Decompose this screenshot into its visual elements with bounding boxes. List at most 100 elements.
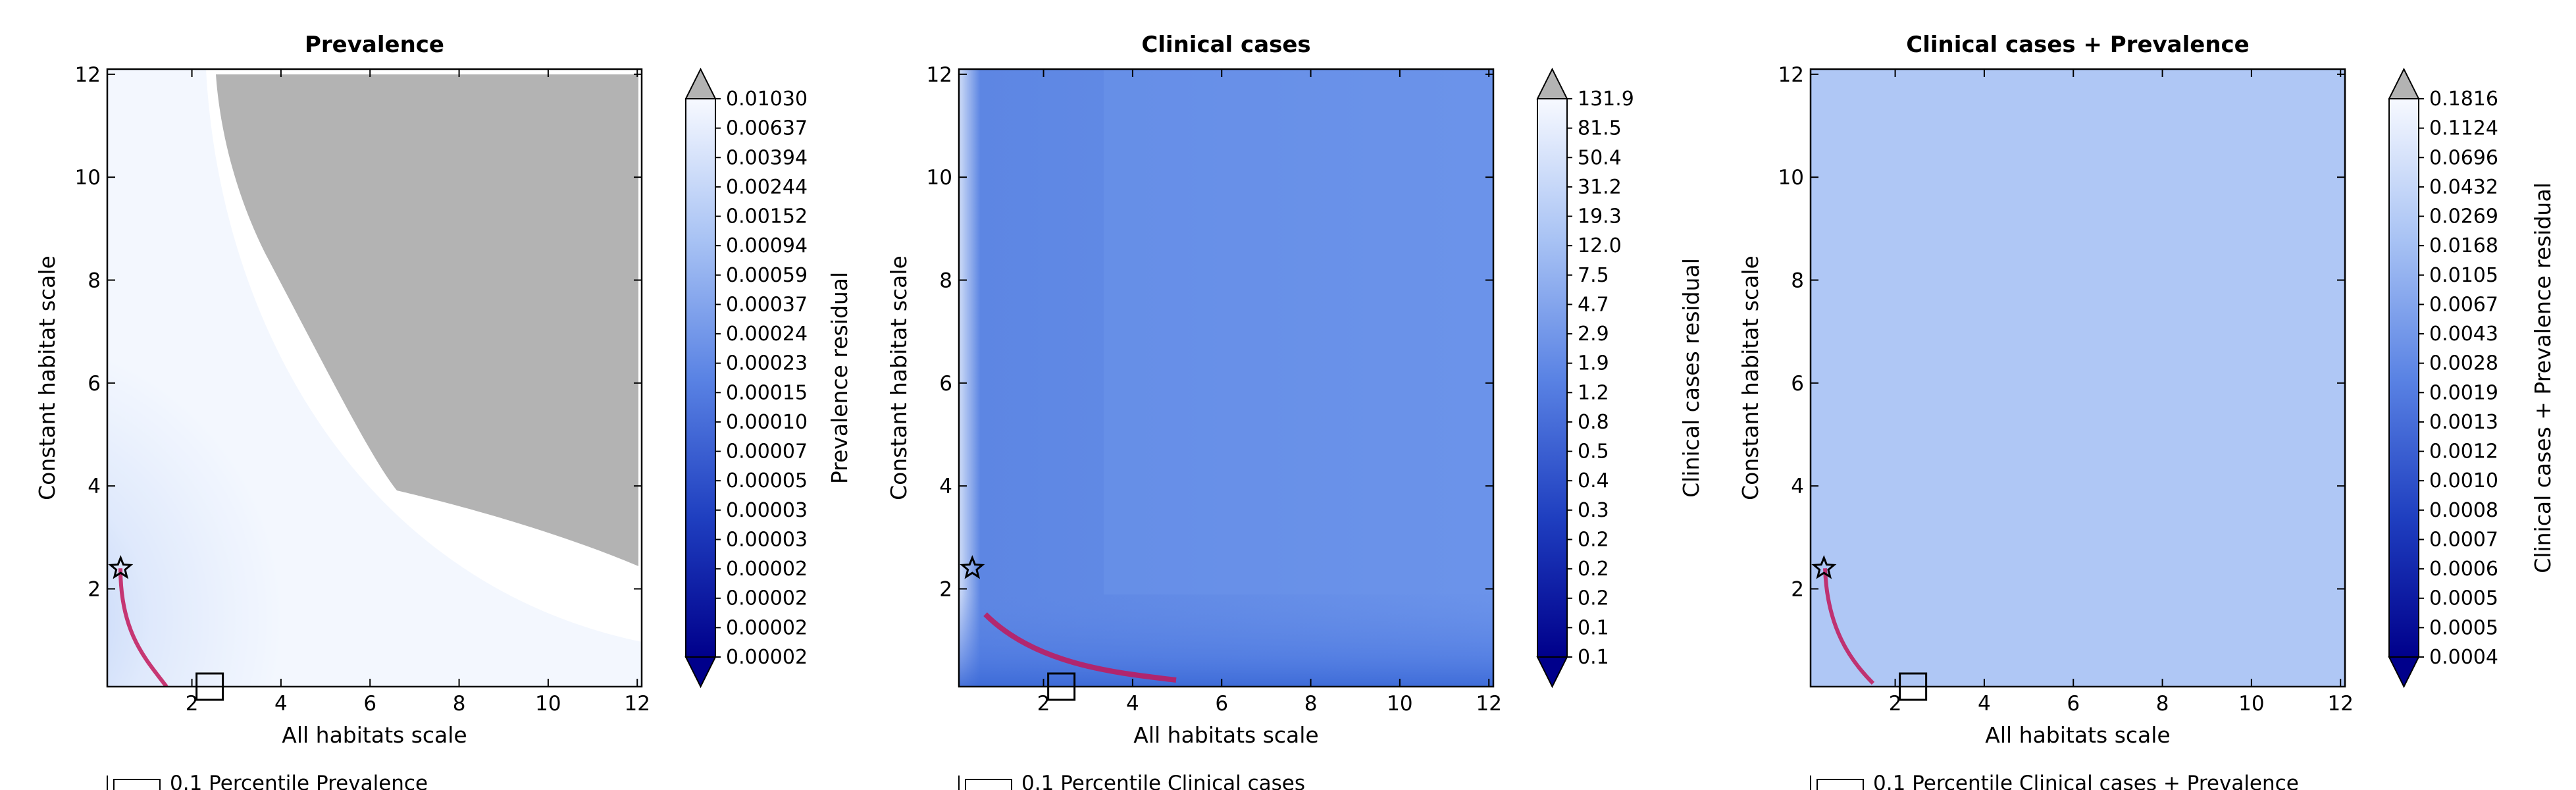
colorbar-extend-top [2388, 67, 2420, 99]
colorbar-tick-label: 1.9 [1578, 352, 1609, 375]
colorbar-tick-label: 0.0005 [2429, 616, 2498, 639]
y-axis-label: Constant habitat scale [886, 255, 912, 500]
colorbar-tick-label: 0.2 [1578, 528, 1609, 551]
chart-panel: 2 4 6 8 10 12 2 4 6 8 10 12 Prevalence All habitats s… [34, 32, 852, 790]
legend-swatch [1816, 779, 1864, 790]
colorbar-tick-label: 4.7 [1578, 293, 1609, 316]
colorbar-tick-label: 0.0067 [2429, 293, 2498, 316]
colorbar-tick-label: 0.00094 [726, 234, 808, 257]
colorbar-tick-label: 0.00002 [726, 616, 808, 639]
x-tick-label: 2 [1889, 692, 1902, 716]
colorbar-tick-label: 0.0432 [2429, 176, 2498, 199]
colorbar-label: Prevalence residual [827, 272, 852, 484]
colorbar-tick-label: 50.4 [1578, 146, 1622, 169]
colorbar [1537, 98, 1568, 658]
colorbar-tick-label: 0.1124 [2429, 117, 2498, 140]
y-tick-label: 4 [88, 475, 101, 498]
x-tick-label: 10 [2238, 692, 2264, 716]
y-axis-label: Constant habitat scale [1738, 255, 1763, 500]
legend-swatch [965, 779, 1012, 790]
chart-title: Clinical cases [1141, 32, 1310, 58]
x-tick-label: 8 [2156, 692, 2169, 716]
colorbar-tick-label: 0.00005 [726, 469, 808, 492]
heatmap-floor [959, 69, 1493, 687]
plot-area [1811, 69, 2345, 687]
y-tick-label: 6 [939, 372, 952, 396]
x-tick-label: 10 [1387, 692, 1412, 716]
x-axis-label: All habitats scale [1985, 722, 2170, 748]
colorbar-tick-label: 0.00037 [726, 293, 808, 316]
y-tick-label: 12 [927, 63, 952, 87]
colorbar-tick-label: 0.4 [1578, 469, 1609, 492]
y-tick-label: 10 [927, 166, 952, 190]
y-tick-label: 10 [75, 166, 101, 190]
colorbar-tick-label: 0.0105 [2429, 264, 2498, 287]
colorbar-tick-label: 0.1816 [2429, 88, 2498, 111]
axes-frame [958, 68, 1495, 688]
y-tick-label: 2 [1791, 577, 1804, 601]
x-tick-label: 4 [274, 692, 288, 716]
colorbar-tick-label: 0.0004 [2429, 646, 2498, 669]
colorbar-tick-label: 0.3 [1578, 499, 1609, 522]
x-tick-label: 10 [535, 692, 561, 716]
colorbar-tick-label: 0.0008 [2429, 499, 2498, 522]
colorbar-label: Clinical cases + Prevalence residual [2530, 182, 2556, 573]
x-tick-label: 6 [1215, 692, 1228, 716]
y-tick-label: 6 [1791, 372, 1804, 396]
colorbar-tick-label: 0.0168 [2429, 234, 2498, 257]
percentile-contour [983, 612, 1177, 683]
colorbar-tick-label: 0.0696 [2429, 146, 2498, 169]
colorbar-extend-top [684, 67, 717, 99]
x-tick-label: 12 [1476, 692, 1502, 716]
colorbar-tick-label: 0.00007 [726, 440, 808, 463]
y-tick-label: 8 [939, 269, 952, 292]
colorbar-tick-label: 0.0028 [2429, 352, 2498, 375]
legend-entry: 0.1 Percentile Clinical cases + Prevalen… [1873, 772, 2299, 790]
best-fit-star-marker [1811, 555, 1837, 579]
colorbar-tick-label: 31.2 [1578, 176, 1622, 199]
y-tick-label: 10 [1778, 166, 1804, 190]
y-tick-label: 8 [1791, 269, 1804, 292]
chart-title: Clinical cases + Prevalence [1906, 32, 2250, 58]
colorbar-tick-label: 0.2 [1578, 587, 1609, 610]
best-fit-star-marker [108, 555, 134, 579]
colorbar-tick-label: 0.0269 [2429, 205, 2498, 228]
colorbar-tick-label: 0.00015 [726, 381, 808, 404]
colorbar-tick-label: 0.00244 [726, 176, 808, 199]
colorbar-tick-label: 0.00024 [726, 323, 808, 346]
chart-panel: 2 4 6 8 10 12 2 4 6 8 10 12 Clinical cases All habita… [886, 32, 1704, 790]
colorbar-tick-label: 0.1 [1578, 616, 1609, 639]
x-axis-label: All habitats scale [282, 722, 467, 748]
colorbar-tick-label: 0.2 [1578, 558, 1609, 581]
percentile-contour [118, 568, 168, 687]
heatmap-band [107, 69, 642, 687]
colorbar-tick-label: 0.00002 [726, 558, 808, 581]
colorbar-tick-label: 1.2 [1578, 381, 1609, 404]
over-range-region [216, 74, 638, 566]
colorbar-extend-bottom [2388, 656, 2420, 689]
colorbar-tick-label: 7.5 [1578, 264, 1609, 287]
colorbar-tick-label: 131.9 [1578, 88, 1634, 111]
x-axis-label: All habitats scale [1133, 722, 1318, 748]
legend-entry: 0.1 Percentile Clinical cases [1021, 772, 1305, 790]
plot-area [107, 69, 642, 687]
x-tick-label: 2 [186, 692, 199, 716]
chart-panel: 2 4 6 8 10 12 2 4 6 8 10 12 Clinical cases + Prevale… [1738, 32, 2556, 790]
plot-area [959, 69, 1493, 687]
percentile-contour [1823, 568, 1875, 685]
colorbar-tick-label: 0.0006 [2429, 558, 2498, 581]
axes-frame [1809, 68, 2346, 688]
y-tick-label: 4 [1791, 475, 1804, 498]
y-tick-label: 12 [75, 63, 101, 87]
colorbar-tick-label: 0.00023 [726, 352, 808, 375]
x-tick-label: 4 [1126, 692, 1139, 716]
y-tick-label: 2 [88, 577, 101, 601]
colorbar-tick-label: 0.00059 [726, 264, 808, 287]
colorbar-tick-label: 12.0 [1578, 234, 1622, 257]
colorbar-extend-bottom [684, 656, 717, 689]
x-tick-label: 8 [453, 692, 466, 716]
y-tick-label: 12 [1778, 63, 1804, 87]
colorbar-tick-label: 0.0013 [2429, 411, 2498, 434]
colorbar-tick-label: 0.0010 [2429, 469, 2498, 492]
colorbar-tick-label: 0.8 [1578, 411, 1609, 434]
